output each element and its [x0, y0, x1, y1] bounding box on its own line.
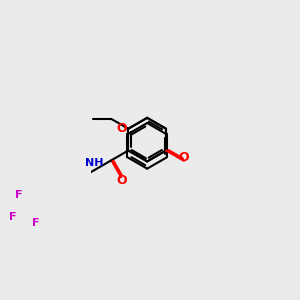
Text: F: F: [32, 218, 39, 228]
Text: F: F: [16, 190, 23, 200]
Text: O: O: [178, 151, 189, 164]
Text: F: F: [10, 212, 17, 222]
Text: O: O: [117, 174, 128, 187]
Text: O: O: [117, 122, 127, 135]
Text: NH: NH: [85, 158, 103, 168]
